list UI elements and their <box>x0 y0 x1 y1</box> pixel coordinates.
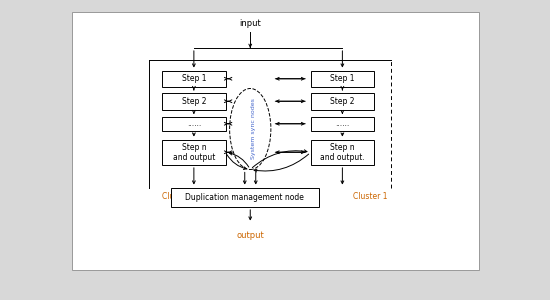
Text: System sync nodes: System sync nodes <box>250 99 256 159</box>
FancyBboxPatch shape <box>311 93 374 110</box>
Text: Cluster 1: Cluster 1 <box>353 192 388 201</box>
Text: output: output <box>236 231 264 240</box>
Text: input: input <box>239 19 261 28</box>
Text: Step 2: Step 2 <box>182 97 206 106</box>
Text: Step n
and output.: Step n and output. <box>320 142 365 162</box>
FancyBboxPatch shape <box>311 117 374 130</box>
Text: ......: ...... <box>187 119 201 128</box>
FancyBboxPatch shape <box>162 70 226 87</box>
Text: Step 1: Step 1 <box>330 74 355 83</box>
Text: ......: ...... <box>336 119 349 128</box>
Text: Duplication management node: Duplication management node <box>185 193 304 202</box>
Text: Step 2: Step 2 <box>330 97 355 106</box>
FancyBboxPatch shape <box>311 70 374 87</box>
Text: Step n
and output: Step n and output <box>173 142 215 162</box>
FancyBboxPatch shape <box>162 140 226 165</box>
FancyBboxPatch shape <box>311 140 374 165</box>
FancyBboxPatch shape <box>72 12 478 270</box>
Text: Cluster 0: Cluster 0 <box>162 192 197 201</box>
Text: Step 1: Step 1 <box>182 74 206 83</box>
Ellipse shape <box>230 88 271 170</box>
FancyBboxPatch shape <box>162 93 226 110</box>
FancyBboxPatch shape <box>162 117 226 130</box>
FancyBboxPatch shape <box>170 188 319 207</box>
